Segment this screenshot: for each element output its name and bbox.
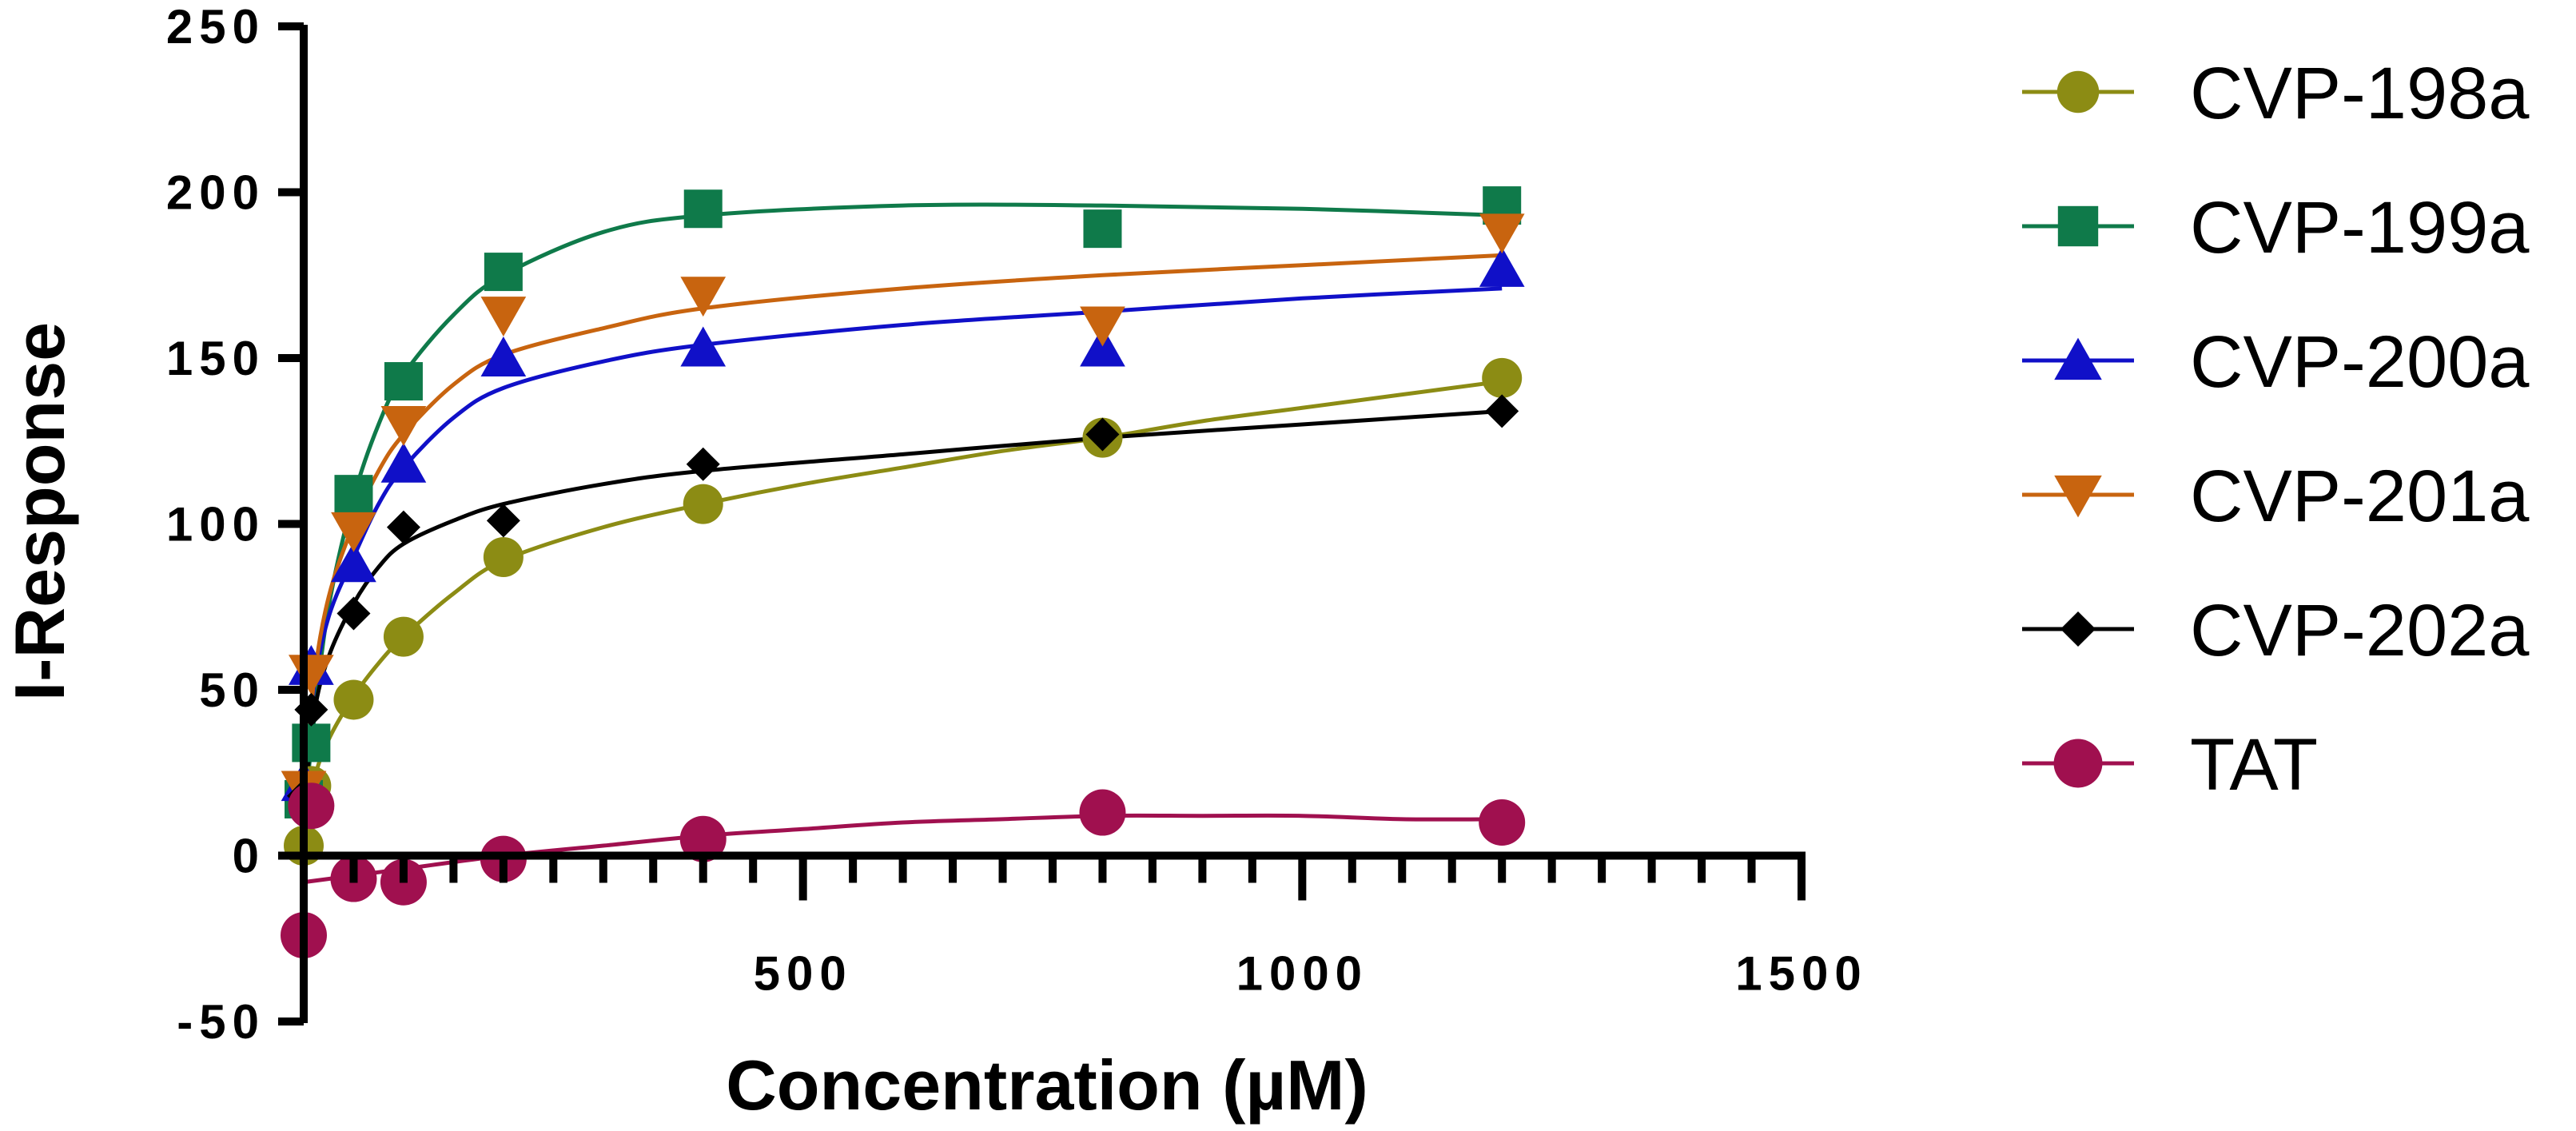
- fit-curve-tat: [303, 813, 1503, 885]
- point-cvp-201a: [480, 297, 527, 337]
- x-tick-label: 1500: [1735, 947, 1867, 1001]
- point-cvp-199a: [1083, 209, 1122, 249]
- point-cvp-198a: [483, 537, 524, 577]
- fit-curves: [301, 202, 1503, 885]
- point-cvp-202a: [1085, 417, 1120, 452]
- y-tick-label: 150: [166, 332, 265, 385]
- legend-marker: [2057, 205, 2099, 247]
- point-cvp-200a: [680, 326, 727, 367]
- point-cvp-199a: [484, 253, 523, 292]
- point-cvp-200a: [1479, 246, 1525, 287]
- y-tick-label: 100: [166, 498, 265, 552]
- legend-entry-cvp-199a: CVP-199a: [2022, 187, 2530, 269]
- legend-label: TAT: [2190, 724, 2318, 806]
- point-cvp-201a: [380, 406, 427, 446]
- tat-point: [1479, 799, 1526, 846]
- y-axis-title: I-Response: [0, 322, 79, 701]
- axes: [278, 22, 1806, 1025]
- point-cvp-198a: [683, 484, 723, 524]
- legend-marker: [2060, 611, 2096, 647]
- point-cvp-200a: [331, 542, 376, 583]
- legend-label: CVP-198a: [2190, 53, 2530, 134]
- point-cvp-202a: [1485, 394, 1519, 428]
- point-cvp-202a: [686, 447, 720, 481]
- legend-label: CVP-199a: [2190, 187, 2530, 269]
- point-cvp-202a: [386, 510, 420, 544]
- y-tick-label: -50: [177, 995, 265, 1049]
- point-cvp-201a: [331, 512, 376, 552]
- point-cvp-202a: [336, 596, 371, 631]
- tat-point: [679, 815, 727, 862]
- legend-entry-cvp-198a: CVP-198a: [2022, 53, 2530, 134]
- point-cvp-199a: [334, 475, 373, 514]
- point-cvp-200a: [1080, 326, 1125, 367]
- legend-entry-tat: TAT: [2022, 724, 2318, 806]
- point-cvp-201a: [1479, 213, 1525, 254]
- point-cvp-200a: [380, 442, 427, 483]
- legend-label: CVP-201a: [2190, 456, 2530, 537]
- legend-label: CVP-202a: [2190, 590, 2530, 671]
- x-axis-title: Concentration (µM): [726, 1045, 1368, 1125]
- point-cvp-200a: [480, 337, 527, 376]
- legend-marker-TAT: [2053, 739, 2103, 788]
- point-cvp-199a: [683, 189, 723, 229]
- fit-curve-cvp-202a: [301, 408, 1503, 816]
- point-cvp-198a: [383, 616, 424, 657]
- point-cvp-201a: [680, 277, 727, 317]
- legend-marker: [2054, 475, 2102, 518]
- y-tick-label: 0: [233, 830, 265, 883]
- legend-entry-cvp-200a: CVP-200a: [2022, 321, 2530, 403]
- tick-labels: -50 0 50 100 150 200 250 500 1000 1500: [166, 0, 1867, 1049]
- x-tick-label: 1000: [1236, 947, 1368, 1001]
- point-cvp-201a: [1080, 306, 1125, 347]
- legend-label: CVP-200a: [2190, 321, 2530, 403]
- y-tick-label: 250: [166, 0, 265, 54]
- tat-point: [1079, 789, 1126, 836]
- fit-curve-cvp-200a: [301, 286, 1503, 806]
- point-cvp-198a: [333, 679, 374, 720]
- legend-marker: [2056, 70, 2100, 113]
- tat-point: [288, 783, 335, 830]
- point-cvp-198a: [1482, 357, 1523, 398]
- point-cvp-199a: [292, 723, 331, 763]
- point-cvp-199a: [384, 362, 423, 401]
- y-tick-label: 50: [199, 663, 265, 717]
- legend-entry-cvp-201a: CVP-201a: [2022, 456, 2530, 537]
- y-tick-label: 200: [166, 166, 265, 220]
- legend-entry-cvp-202a: CVP-202a: [2022, 590, 2530, 671]
- point-cvp-202a: [294, 692, 328, 727]
- x-tick-label: 500: [754, 947, 853, 1001]
- point-cvp-202a: [486, 504, 520, 538]
- legend: CVP-198a CVP-199a CVP-200a CVP-201a CVP-202a…: [2022, 53, 2530, 806]
- legend-marker: [2054, 337, 2102, 380]
- fit-curve-cvp-201a: [301, 253, 1503, 806]
